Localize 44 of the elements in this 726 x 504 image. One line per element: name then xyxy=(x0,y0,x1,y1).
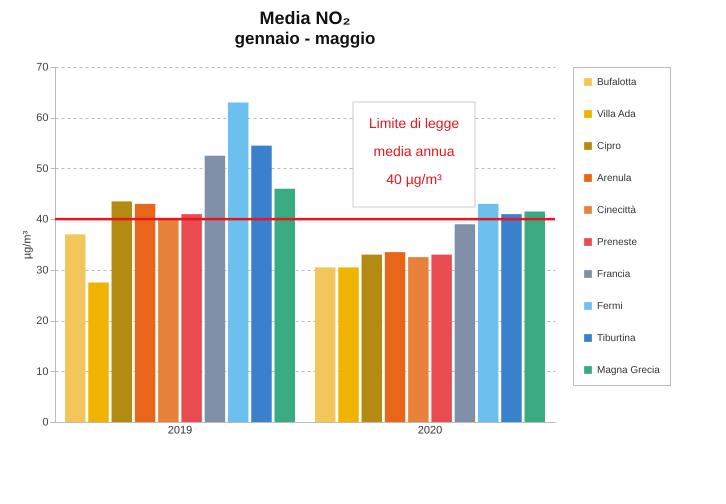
legend-label: Villa Ada xyxy=(597,109,636,120)
x-tick-label: 2020 xyxy=(418,424,442,436)
chart-subtitle: gennaio - maggio xyxy=(234,29,376,48)
bar xyxy=(274,188,295,422)
bar xyxy=(204,156,226,422)
bar xyxy=(112,201,132,422)
bar xyxy=(524,212,545,422)
bar xyxy=(454,224,476,422)
y-tick-label: 0 xyxy=(42,416,48,428)
bar xyxy=(338,267,359,422)
legend-label: Cipro xyxy=(597,141,622,152)
legend-label: Preneste xyxy=(597,237,638,248)
legend-label: Fermi xyxy=(597,301,623,312)
bar xyxy=(158,219,179,422)
y-tick-label: 60 xyxy=(36,112,48,124)
y-axis-title: µg/m³ xyxy=(21,230,34,260)
y-tick-label: 40 xyxy=(36,214,48,226)
legend-label: Bufalotta xyxy=(597,77,637,88)
ref-line-label: Limite di legge media annua 40 µg/m³ xyxy=(368,115,460,187)
legend-label: Magna Grecia xyxy=(597,365,660,376)
bar xyxy=(431,254,452,422)
y-tick-label: 20 xyxy=(36,315,48,328)
bar xyxy=(362,254,382,422)
legend-label: Arenula xyxy=(597,173,632,184)
y-tick-label: 70 xyxy=(36,62,48,74)
y-tick-label: 30 xyxy=(36,264,48,276)
bar xyxy=(65,234,86,422)
bar xyxy=(134,204,156,422)
x-tick-label: 2019 xyxy=(168,424,192,436)
bar xyxy=(501,214,522,422)
bar xyxy=(181,214,202,422)
bar xyxy=(408,257,429,422)
bar xyxy=(228,102,248,422)
legend-label: Cinecittà xyxy=(597,205,636,216)
bar xyxy=(88,282,109,422)
bar xyxy=(478,204,498,422)
legend-label: Tiburtina xyxy=(597,333,636,344)
chart-title: Media NO₂ xyxy=(259,8,351,28)
bar xyxy=(315,267,336,422)
bar xyxy=(384,252,406,422)
y-tick-label: 10 xyxy=(36,366,48,378)
bar xyxy=(251,146,272,422)
y-tick-label: 50 xyxy=(36,162,48,175)
legend-label: Francia xyxy=(597,269,631,280)
